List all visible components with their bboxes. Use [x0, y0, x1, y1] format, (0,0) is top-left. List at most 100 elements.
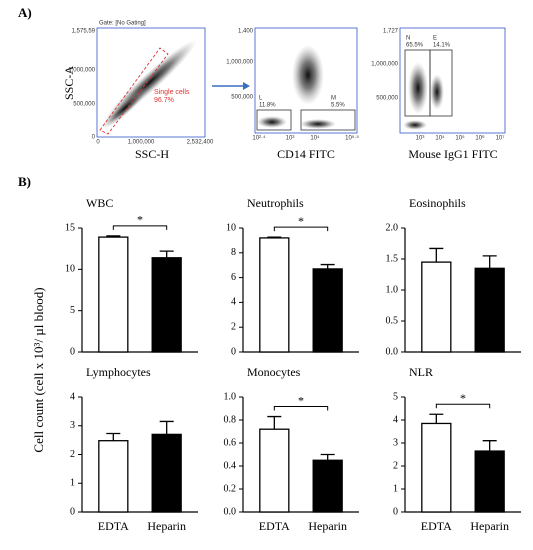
x-tick-label: 10⁵	[455, 135, 465, 142]
panel-label: B)	[18, 174, 31, 189]
chart-title: Monocytes	[247, 365, 301, 379]
y-tick-label: 0	[70, 346, 75, 357]
chart-title: Eosinophils	[409, 196, 466, 210]
y-tick-label: 3	[393, 437, 398, 448]
bar	[312, 459, 343, 513]
error-bar	[106, 432, 121, 441]
x-tick-label: 10⁷	[496, 135, 505, 142]
density-cloud	[300, 119, 336, 129]
y-tick-label: 500,000	[73, 102, 95, 108]
error-bar	[267, 415, 282, 430]
y-tick-label: 4	[70, 391, 75, 402]
y-axis-label: Cell count (cell x 10³/ µl blood)	[31, 287, 46, 452]
error-bar	[159, 420, 174, 435]
y-tick-label: 4	[393, 414, 398, 425]
x-tick-label: 10⁵·⁵	[345, 135, 359, 142]
y-tick-label: 1	[70, 478, 75, 489]
x-tick-label: EDTA	[421, 519, 452, 533]
significance-bracket	[112, 225, 168, 230]
chart-title: Neutrophils	[247, 196, 304, 210]
x-tick-label: EDTA	[259, 519, 290, 533]
y-tick-label: 2.0	[386, 222, 399, 233]
bar	[474, 450, 505, 513]
x-tick-label: Heparin	[470, 519, 509, 533]
y-tick-label: 0	[70, 506, 75, 517]
bar	[474, 267, 505, 353]
bar	[312, 268, 343, 353]
x-tick-label: 2,532,400	[187, 140, 214, 146]
bar	[259, 428, 290, 513]
y-tick-label: 2	[70, 449, 75, 460]
y-tick-label: 0	[92, 135, 96, 141]
significance-bracket	[273, 226, 329, 232]
error-bar	[159, 250, 174, 258]
y-tick-label: 1.5	[386, 253, 399, 264]
x-tick-label: 10²·⁴	[252, 135, 266, 142]
gate-outline	[99, 47, 169, 135]
density-cloud	[430, 74, 444, 110]
x-axis-label: SSC-H	[135, 147, 169, 161]
x-tick-label: EDTA	[98, 519, 129, 533]
density-cloud	[408, 62, 428, 114]
bar	[151, 433, 182, 513]
gate-name: N	[406, 36, 410, 42]
flow-plot: Gate: [No Gating] SSC-A SSC-H 1,575,59 1…	[62, 21, 214, 161]
gate-percent: 5.5%	[331, 103, 345, 109]
y-tick-label: 0.6	[224, 437, 237, 448]
error-bar	[267, 236, 282, 238]
y-tick-label: 8	[231, 247, 236, 258]
x-tick-label: Heparin	[147, 519, 186, 533]
y-tick-label: 15	[65, 222, 75, 233]
gate-percent: 14.1%	[433, 43, 451, 49]
y-axis-label: SSC-A	[62, 66, 76, 100]
y-tick-label: 1	[393, 483, 398, 494]
flow-plot: 1,727 1,000,000 500,000 10³ 10⁴ 10⁵ 10⁶ …	[371, 27, 506, 161]
x-tick-label: Heparin	[308, 519, 347, 533]
density-cloud	[292, 45, 324, 105]
x-tick-label: 10³	[286, 136, 295, 142]
gate-box	[256, 109, 292, 131]
chart-title: WBC	[86, 196, 113, 210]
error-bar	[482, 255, 497, 269]
y-tick-label: 2	[393, 460, 398, 471]
y-tick-label: 10	[226, 222, 236, 233]
y-tick-label: 4	[231, 297, 236, 308]
bar	[151, 257, 182, 353]
error-bar	[320, 453, 335, 461]
density-cloud	[257, 116, 287, 128]
y-tick-label: 1,000,000	[226, 60, 253, 66]
gate-percent: 65.5%	[406, 43, 424, 49]
y-tick-label: 0.5	[386, 315, 399, 326]
y-tick-label: 0.0	[386, 346, 399, 357]
y-tick-label: 0	[231, 346, 236, 357]
significance-label: *	[137, 213, 143, 227]
x-axis-label: Mouse IgG1 FITC	[408, 147, 497, 161]
y-tick-label: 6	[231, 272, 236, 283]
y-tick-label: 1.0	[224, 391, 237, 402]
arrow-head	[243, 82, 250, 90]
gate-name: E	[433, 36, 437, 42]
bar	[421, 261, 452, 353]
x-tick-label: 10³	[416, 136, 425, 142]
x-tick-label: 1,000,000	[128, 140, 155, 146]
error-bar	[320, 263, 335, 269]
bar	[98, 236, 129, 353]
gate-percent: 11.8%	[259, 103, 276, 109]
gate-name: Single cells	[154, 89, 190, 96]
y-tick-label: 1,000,000	[371, 62, 398, 68]
significance-bracket	[435, 403, 491, 409]
flow-plot: 1,400 1,000,000 500,000 10²·⁴ 10³ 10⁴ 10…	[226, 27, 359, 161]
y-tick-label: 3	[70, 420, 75, 431]
y-tick-label: 1,575,59	[72, 29, 96, 35]
y-tick-label: 0	[393, 506, 398, 517]
x-tick-label: 10⁶	[475, 135, 485, 142]
x-tick-label: 10⁴	[435, 135, 445, 142]
density-cloud	[102, 87, 148, 129]
y-tick-label: 5	[70, 305, 75, 316]
y-tick-label: 500,000	[231, 95, 253, 101]
y-tick-label: 0.2	[224, 483, 237, 494]
y-tick-label: 1.0	[386, 284, 399, 295]
x-tick-label: 0	[96, 140, 100, 146]
y-tick-label: 1,400	[238, 29, 254, 35]
